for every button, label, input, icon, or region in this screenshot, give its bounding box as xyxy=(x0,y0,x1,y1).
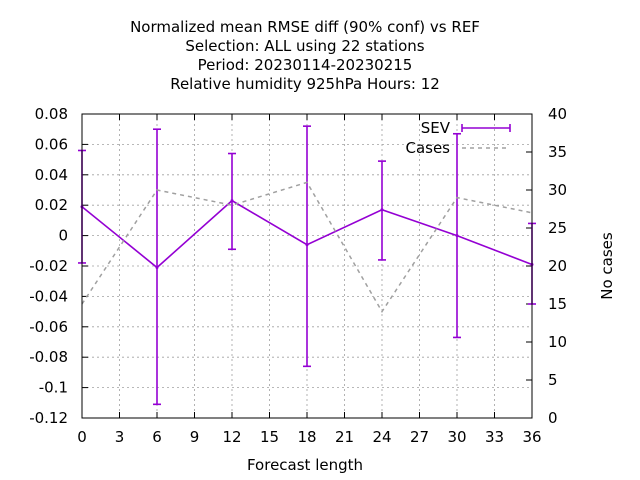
plot-frame xyxy=(81,113,533,419)
data-point xyxy=(305,243,309,247)
y-tick-label: 0.06 xyxy=(35,135,68,153)
title-line-1: Normalized mean RMSE diff (90% conf) vs … xyxy=(130,18,480,36)
y2-tick-label: 25 xyxy=(548,219,567,237)
x-tick-label: 30 xyxy=(447,428,466,446)
data-point xyxy=(230,199,234,203)
series-line-cases xyxy=(81,181,533,314)
chart-title: Normalized mean RMSE diff (90% conf) vs … xyxy=(130,18,480,93)
y-tick-label: 0.08 xyxy=(35,105,68,123)
data-point xyxy=(380,208,384,212)
x-tick-label: 0 xyxy=(77,428,87,446)
y2-tick-label: 35 xyxy=(548,143,567,161)
x-tick-label: 33 xyxy=(485,428,504,446)
data-point xyxy=(155,266,159,270)
legend: SEV Cases xyxy=(405,119,511,157)
y-tick-label: -0.12 xyxy=(29,409,68,427)
y2-tick-label: 10 xyxy=(548,333,567,351)
y2-tick-label: 20 xyxy=(548,257,567,275)
y-tick-label: -0.06 xyxy=(29,318,68,336)
y2-tick-label: 15 xyxy=(548,295,567,313)
y-tick-label: -0.02 xyxy=(29,257,68,275)
x-axis-ticks: 0 3 6 9 12 15 18 21 24 27 30 33 36 xyxy=(77,114,542,446)
x-tick-label: 15 xyxy=(260,428,279,446)
x-tick-label: 27 xyxy=(410,428,429,446)
series-layer xyxy=(78,125,536,406)
x-tick-label: 18 xyxy=(297,428,316,446)
x-tick-label: 21 xyxy=(335,428,354,446)
data-point xyxy=(455,234,459,238)
x-tick-label: 24 xyxy=(372,428,391,446)
y-axis-ticks: -0.12 -0.1 -0.08 -0.06 -0.04 -0.02 0 0.02 0.04 0.… xyxy=(29,105,88,427)
y-tick-label: 0.02 xyxy=(35,196,68,214)
legend-label-cases: Cases xyxy=(405,139,450,157)
title-line-2: Selection: ALL using 22 stations xyxy=(185,37,424,55)
y-tick-label: 0 xyxy=(58,227,68,245)
y-tick-label: -0.04 xyxy=(29,287,68,305)
x-tick-label: 3 xyxy=(115,428,125,446)
x-axis-label: Forecast length xyxy=(247,456,363,474)
y2-axis-ticks: 0 5 10 15 20 25 30 35 40 xyxy=(526,105,567,427)
x-tick-label: 12 xyxy=(222,428,241,446)
y2-axis-label: No cases xyxy=(598,232,616,300)
y-tick-label: 0.04 xyxy=(35,166,68,184)
y-tick-label: -0.08 xyxy=(29,348,68,366)
y2-tick-label: 5 xyxy=(548,371,558,389)
x-tick-label: 9 xyxy=(190,428,200,446)
title-line-3: Period: 20230114-20230215 xyxy=(198,56,413,74)
x-tick-label: 6 xyxy=(152,428,162,446)
y2-tick-label: 30 xyxy=(548,181,567,199)
legend-label-sev: SEV xyxy=(421,119,451,137)
y2-tick-label: 40 xyxy=(548,105,567,123)
y2-tick-label: 0 xyxy=(548,409,558,427)
y-tick-label: -0.1 xyxy=(39,379,68,397)
title-line-4: Relative humidity 925hPa Hours: 12 xyxy=(170,75,440,93)
x-tick-label: 36 xyxy=(522,428,541,446)
